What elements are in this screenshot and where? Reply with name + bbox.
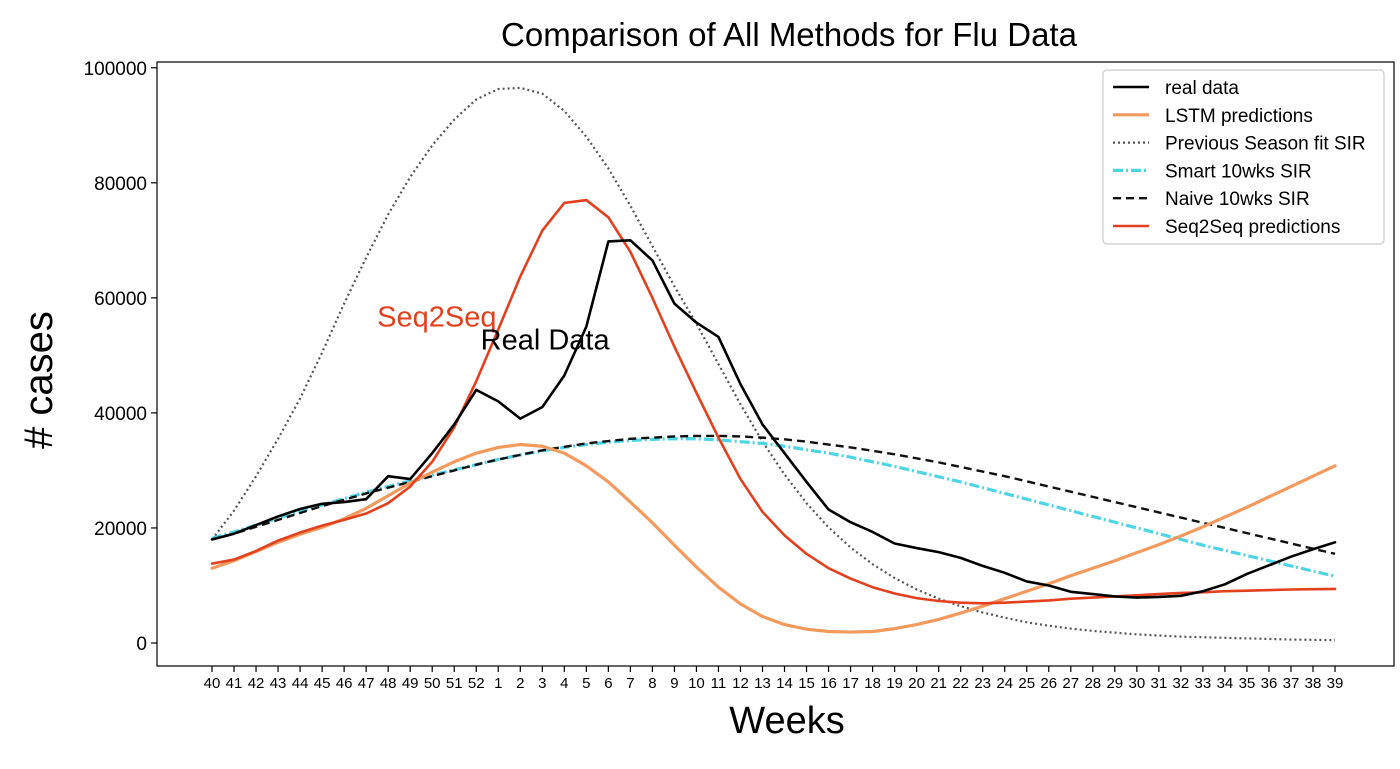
x-tick-label: 16 — [820, 675, 837, 692]
x-tick-label: 14 — [776, 675, 793, 692]
x-tick-label: 35 — [1239, 675, 1256, 692]
legend-label: Naive 10wks SIR — [1165, 189, 1310, 210]
series-layer — [210, 86, 1337, 642]
x-tick-label: 26 — [1040, 675, 1057, 692]
legend-entry: Naive 10wks SIR — [1113, 189, 1310, 210]
legend-label: Seq2Seq predictions — [1165, 217, 1340, 238]
y-axis-label: # cases — [17, 311, 61, 449]
x-tick-label: 15 — [798, 675, 815, 692]
x-tick-label: 50 — [424, 675, 441, 692]
x-axis-label: Weeks — [729, 700, 844, 742]
legend-entry: LSTM predictions — [1113, 106, 1313, 127]
x-tick-label: 51 — [446, 675, 463, 692]
x-tick-label: 27 — [1062, 675, 1079, 692]
x-tick-label: 48 — [380, 675, 397, 692]
annotation-label: Seq2Seq — [377, 302, 496, 334]
chart-title: Comparison of All Methods for Flu Data — [501, 16, 1078, 53]
x-tick-label: 18 — [864, 675, 881, 692]
y-axis: 0 20000 40000 60000 80000 100000 — [84, 59, 157, 655]
x-tick-label: 21 — [930, 675, 947, 692]
x-tick-label: 13 — [754, 675, 771, 692]
x-tick-label: 11 — [711, 675, 727, 692]
y-tick-label: 40000 — [94, 404, 147, 425]
legend-entry: Previous Season fit SIR — [1113, 134, 1366, 155]
x-tick-label: 39 — [1327, 675, 1344, 692]
x-tick-label: 7 — [626, 675, 634, 692]
series-line-lstm-predictions — [210, 442, 1337, 634]
annotation-label: Real Data — [481, 325, 611, 357]
x-tick-label: 30 — [1128, 675, 1145, 692]
y-tick-label: 60000 — [94, 289, 147, 310]
x-tick-label: 32 — [1173, 675, 1190, 692]
legend-box — [1102, 69, 1385, 245]
series-line-seq2seq-predictions — [210, 198, 1337, 605]
x-tick-label: 33 — [1195, 675, 1212, 692]
x-tick-label: 34 — [1217, 675, 1234, 692]
series-line-smart-10wks-sir — [211, 437, 1336, 578]
y-tick-label: 100000 — [84, 59, 147, 80]
x-tick-label: 12 — [732, 675, 749, 692]
x-tick-label: 36 — [1261, 675, 1278, 692]
x-tick-label: 46 — [336, 675, 353, 692]
x-tick-label: 22 — [952, 675, 969, 692]
x-tick-label: 5 — [582, 675, 590, 692]
x-tick-label: 31 — [1151, 675, 1168, 692]
x-tick-label: 19 — [886, 675, 903, 692]
x-tick-label: 2 — [516, 675, 524, 692]
x-tick-label: 9 — [670, 675, 678, 692]
x-tick-label: 40 — [204, 675, 221, 692]
x-tick-label: 4 — [560, 675, 568, 692]
plot-frame — [156, 61, 1395, 667]
y-tick-label: 0 — [136, 634, 147, 655]
y-tick-label: 80000 — [94, 174, 147, 195]
legend-entry: Seq2Seq predictions — [1113, 217, 1340, 238]
x-tick-label: 20 — [908, 675, 925, 692]
x-tick-label: 8 — [648, 675, 656, 692]
x-tick-label: 41 — [226, 675, 243, 692]
x-tick-label: 28 — [1084, 675, 1101, 692]
x-tick-label: 23 — [974, 675, 991, 692]
x-tick-label: 10 — [688, 675, 705, 692]
x-axis: 40 41 42 43 44 45 46 47 48 49 50 51 52 1 2 3 4 5 6 7 8 9 10 11 1… — [204, 666, 1344, 692]
x-tick-label: 1 — [494, 675, 502, 692]
x-tick-label: 49 — [402, 675, 419, 692]
x-tick-label: 3 — [538, 675, 546, 692]
y-tick-label: 20000 — [94, 519, 147, 540]
legend-entry: real data — [1113, 78, 1239, 99]
x-tick-label: 42 — [248, 675, 265, 692]
x-tick-label: 38 — [1305, 675, 1322, 692]
legend: real data LSTM predictions Previous Season… — [1102, 69, 1385, 245]
x-tick-label: 29 — [1106, 675, 1123, 692]
legend-label: Previous Season fit SIR — [1165, 134, 1366, 155]
legend-label: Smart 10wks SIR — [1165, 161, 1312, 182]
series-line-real-data — [210, 239, 1337, 599]
x-tick-label: 52 — [468, 675, 485, 692]
x-tick-label: 25 — [1018, 675, 1035, 692]
x-tick-label: 45 — [314, 675, 331, 692]
x-tick-label: 37 — [1283, 675, 1300, 692]
x-tick-label: 47 — [358, 675, 375, 692]
x-tick-label: 6 — [604, 675, 612, 692]
x-tick-label: 24 — [996, 675, 1013, 692]
legend-label: LSTM predictions — [1165, 106, 1313, 127]
x-tick-label: 17 — [842, 675, 859, 692]
x-tick-label: 43 — [270, 675, 287, 692]
x-tick-label: 44 — [292, 675, 309, 692]
legend-label: real data — [1165, 78, 1239, 99]
legend-entry: Smart 10wks SIR — [1113, 161, 1312, 182]
